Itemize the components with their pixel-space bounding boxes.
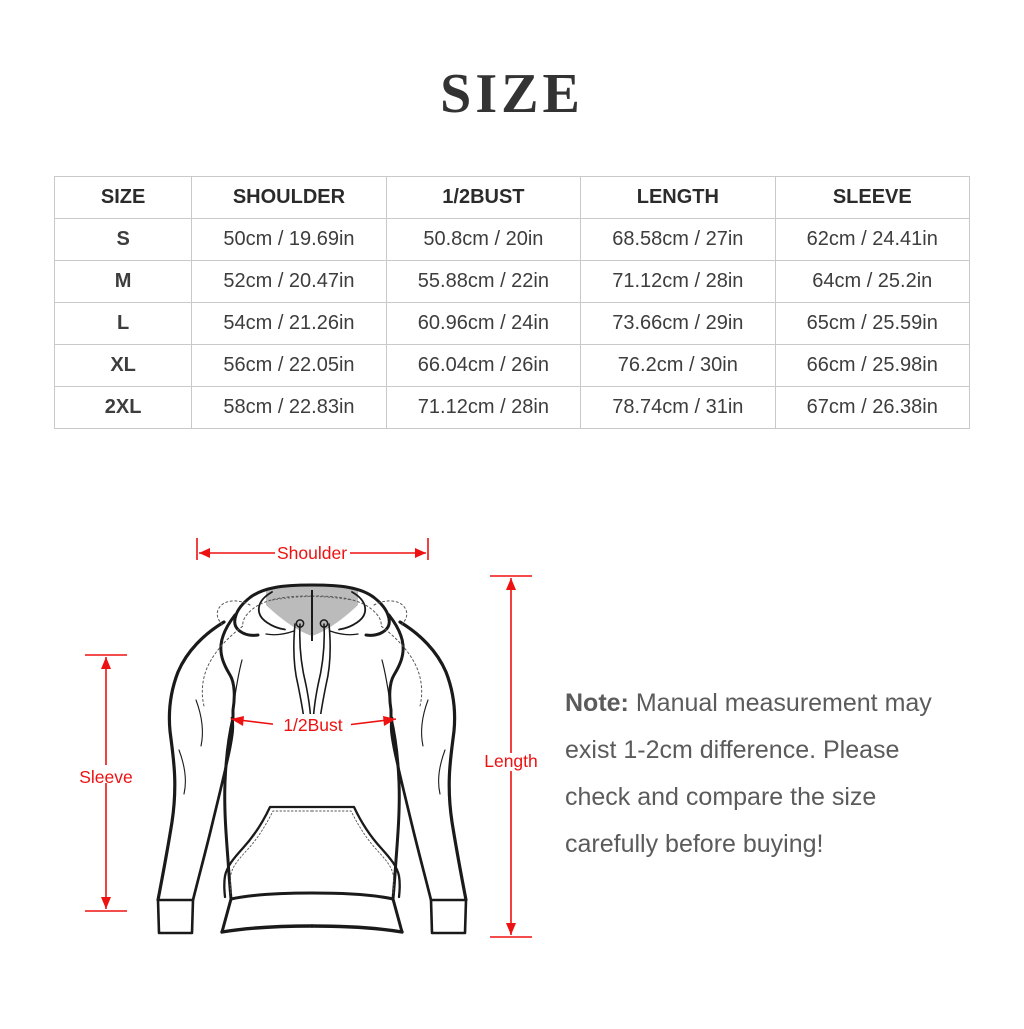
svg-text:1/2Bust: 1/2Bust: [283, 715, 342, 735]
svg-text:Length: Length: [484, 751, 538, 771]
svg-text:Sleeve: Sleeve: [79, 767, 133, 787]
svg-text:Shoulder: Shoulder: [277, 543, 347, 563]
